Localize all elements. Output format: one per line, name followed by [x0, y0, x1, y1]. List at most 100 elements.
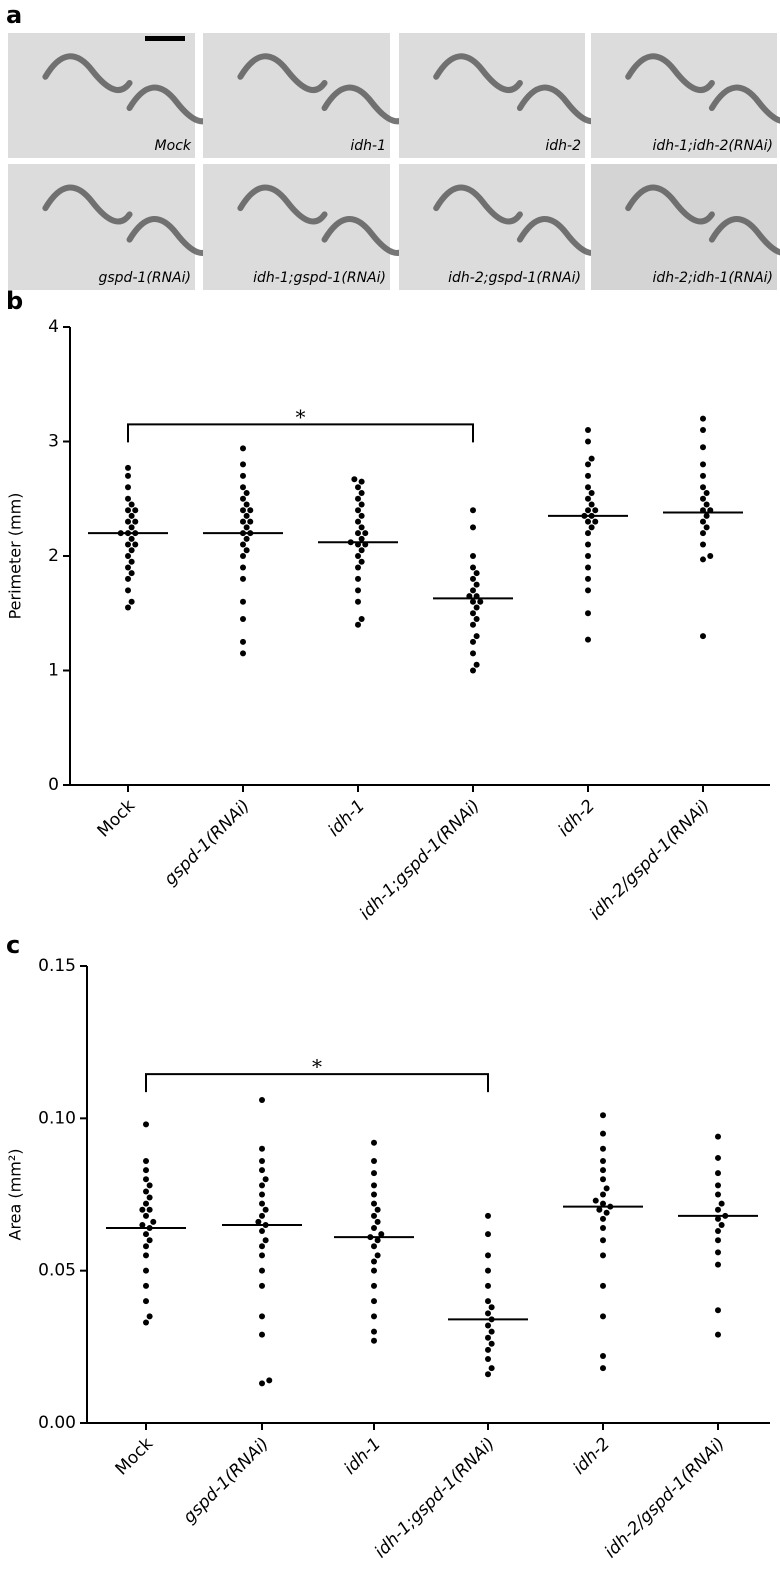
data-point [262, 1206, 269, 1213]
data-point [470, 650, 476, 657]
data-point [143, 1252, 149, 1259]
data-point [355, 564, 361, 571]
x-tick-label: idh-2 [554, 796, 599, 841]
data-point [355, 484, 361, 491]
y-tick-label: 0.15 [38, 956, 76, 976]
data-point [371, 1182, 377, 1189]
data-point [128, 547, 135, 554]
data-point [485, 1334, 491, 1341]
x-tick-label: idh-2/gspd-1(RNAi) [601, 1434, 729, 1562]
data-point [470, 638, 476, 645]
data-point [259, 1243, 265, 1250]
data-point [488, 1328, 495, 1335]
data-point [240, 461, 246, 468]
data-point [592, 518, 599, 525]
data-point [125, 495, 131, 502]
data-point [700, 530, 706, 537]
data-point [143, 1188, 149, 1195]
data-point [470, 564, 476, 571]
data-point [371, 1267, 377, 1274]
worm [433, 184, 523, 225]
data-point [125, 587, 131, 594]
data-point [143, 1298, 149, 1305]
data-point [371, 1191, 377, 1198]
data-point [715, 1191, 721, 1198]
data-point [470, 575, 476, 582]
data-point [600, 1112, 606, 1119]
data-point [358, 490, 365, 497]
data-point [240, 575, 246, 582]
data-point [355, 575, 361, 582]
data-point [243, 501, 250, 508]
data-point [355, 587, 361, 594]
micrograph [203, 33, 390, 158]
data-point [600, 1352, 606, 1359]
data-point [143, 1231, 149, 1238]
data-point [371, 1337, 377, 1344]
data-point [259, 1380, 265, 1387]
data-point [259, 1228, 265, 1235]
data-point [585, 472, 591, 479]
data-point [485, 1298, 491, 1305]
image-label: idh-2 [545, 138, 581, 154]
data-point [707, 553, 714, 559]
data-point [371, 1313, 377, 1320]
x-tick-label: gspd-1(RNAi) [180, 1434, 274, 1528]
data-point [715, 1154, 721, 1161]
data-point [374, 1206, 381, 1213]
data-point [259, 1145, 265, 1152]
significance-bracket [127, 423, 474, 443]
data-point [143, 1121, 149, 1128]
data-point [240, 495, 246, 502]
data-point [585, 610, 591, 617]
data-point [351, 476, 358, 483]
data-point [243, 535, 250, 542]
data-point [700, 472, 706, 479]
data-point [150, 1218, 157, 1225]
data-point [600, 1191, 606, 1198]
worm [42, 53, 133, 93]
data-point [266, 1377, 273, 1384]
data-point [585, 541, 591, 548]
data-point [470, 598, 476, 605]
data-point [718, 1221, 725, 1228]
data-point [592, 507, 599, 514]
data-point [125, 541, 131, 548]
significance-marker: * [312, 1055, 322, 1079]
data-point [585, 518, 591, 525]
data-point [143, 1282, 149, 1289]
data-point [259, 1252, 265, 1259]
data-point [259, 1331, 265, 1338]
data-point [146, 1237, 153, 1244]
data-point [247, 507, 254, 514]
data-point [139, 1206, 146, 1213]
data-point [371, 1157, 377, 1164]
data-point [371, 1139, 377, 1146]
data-point [240, 638, 246, 645]
image-grid: Mock idh-1 idh-2 idh-1;idh-2(RNAi) gspd-1(RN… [8, 33, 780, 290]
data-point [125, 472, 131, 479]
micrograph [203, 164, 390, 290]
data-point [485, 1267, 491, 1274]
data-point [374, 1252, 381, 1259]
data-point [374, 1218, 381, 1225]
data-point [585, 553, 591, 559]
data-point [600, 1225, 606, 1232]
micrograph [399, 33, 585, 158]
data-point [470, 507, 476, 514]
data-point [358, 558, 365, 565]
data-point [588, 501, 595, 508]
data-point [240, 650, 246, 657]
data-point [128, 501, 135, 508]
x-tick-label: idh-2 [569, 1434, 614, 1479]
data-point [700, 461, 706, 468]
micrograph [591, 164, 777, 290]
data-point [485, 1212, 491, 1219]
x-tick-label: idh-2/gspd-1(RNAi) [586, 796, 714, 924]
data-point [470, 667, 476, 674]
data-point [485, 1231, 491, 1238]
x-tick-label: idh-1;gspd-1(RNAi) [356, 796, 484, 924]
data-point [371, 1243, 377, 1250]
data-point [715, 1215, 721, 1222]
data-point [358, 501, 365, 508]
